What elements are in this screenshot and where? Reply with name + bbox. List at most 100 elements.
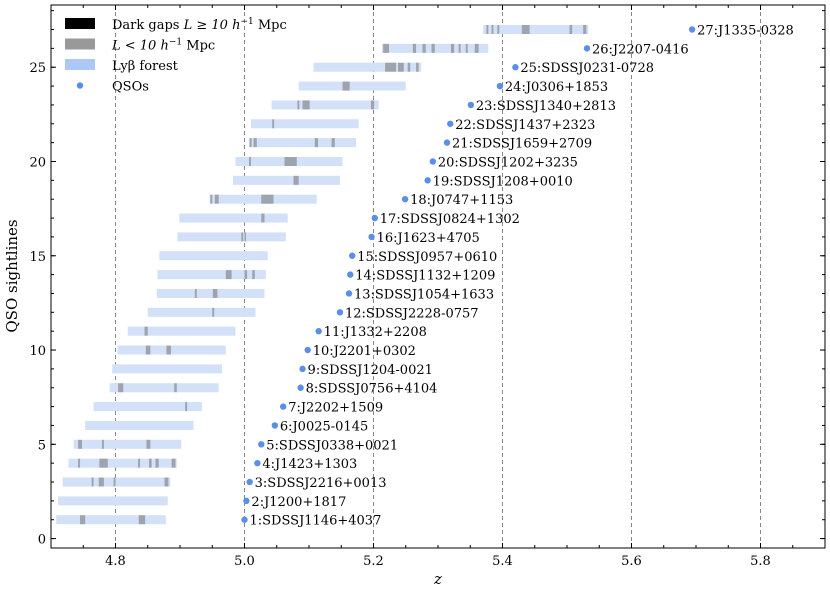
gap-bar [253, 138, 257, 148]
forest-bar [298, 81, 406, 91]
forest-bar [381, 43, 489, 53]
qso-point [583, 45, 591, 52]
qso-label: 10:J2201+0302 [313, 344, 416, 359]
gap-bar [225, 270, 232, 280]
forest-bar [249, 138, 357, 148]
legend-marker [76, 82, 84, 89]
y-tick-label: 25 [29, 61, 46, 76]
gap-bar [149, 458, 152, 468]
forest-bar [73, 439, 182, 449]
gap-bar [465, 43, 468, 53]
qso-point [447, 120, 454, 127]
qso-label: 19:SDSSJ1208+0010 [433, 174, 573, 189]
gap-bar [398, 62, 404, 72]
gap-bar [450, 43, 455, 53]
gap-bar [101, 439, 104, 449]
gap-bar [118, 383, 124, 393]
gap-bar [261, 213, 265, 223]
qso-label: 13:SDSSJ1054+1633 [354, 287, 494, 302]
forest-bar [232, 175, 340, 185]
qso-point [246, 478, 253, 486]
gap-bar [146, 439, 151, 449]
y-tick-label: 15 [29, 250, 46, 265]
gap-bar [407, 62, 411, 72]
qso-label: 26:J2207-0416 [592, 42, 689, 57]
forest-bar [85, 420, 194, 430]
forest-bar [93, 402, 202, 412]
gap-bar [521, 25, 530, 35]
forest-bar [68, 458, 177, 468]
gap-bar [145, 345, 151, 355]
legend-text-sup: −1 [169, 38, 182, 48]
qso-point [443, 139, 451, 146]
forest-bar [147, 307, 256, 317]
axis-ticks: 4.8 5.0 5.2 5.4 5.6 5.8 0 5 10 15 20 25 [29, 5, 826, 569]
forest-bar [156, 288, 265, 298]
qso-point [688, 26, 696, 33]
gap-bar [431, 43, 435, 53]
gap-bar [249, 138, 252, 148]
forest-bar [127, 326, 236, 336]
legend-label: Lyβ forest [112, 59, 179, 74]
gap-bar [155, 458, 159, 468]
forest-bars [56, 25, 589, 525]
gap-bar [583, 25, 587, 35]
qso-point [297, 384, 304, 391]
x-tick-label: 5.0 [234, 554, 255, 569]
qso-label: 14:SDSSJ1132+1209 [355, 269, 495, 284]
qso-point [336, 309, 344, 316]
gap-bar [138, 515, 146, 525]
qso-label: 6:J0025-0145 [280, 419, 368, 434]
gap-bar [422, 43, 426, 53]
gap-bar [302, 100, 310, 110]
qso-label: 24:J0306+1853 [505, 80, 608, 95]
gap-bar [174, 383, 177, 393]
qso-point [371, 214, 378, 222]
forest-bar [56, 515, 166, 525]
forest-bar [159, 251, 268, 261]
gap-bar [171, 458, 176, 468]
gap-bar [261, 194, 274, 204]
gap-bar [80, 515, 86, 525]
qso-points: 1:SDSSJ1146+4037 2:J1200+1817 3:SDSSJ2216+… [241, 24, 794, 529]
qso-label: 5:SDSSJ0338+0021 [266, 438, 398, 453]
forest-bar [483, 25, 589, 35]
qso-point [347, 271, 354, 278]
qso-label: 16:J1623+4705 [377, 231, 480, 246]
gap-bar [113, 477, 116, 487]
qso-label: 4:J1423+1303 [262, 457, 357, 472]
x-axis-label: z [433, 570, 442, 588]
gap-bar [272, 119, 275, 129]
y-tick-label: 0 [38, 533, 46, 548]
gap-bar [78, 439, 82, 449]
qso-point [315, 327, 322, 335]
qso-point [429, 158, 437, 165]
qso-point [271, 422, 279, 429]
gap-bar [314, 138, 319, 148]
qso-point [258, 441, 265, 448]
qso-point [241, 516, 248, 523]
forest-bar [313, 62, 422, 72]
gap-bar [569, 25, 573, 35]
gap-bar [185, 402, 188, 412]
legend-text-label: Lyβ forest [112, 59, 179, 74]
legend-text-math: L ≥ 10 h [179, 18, 240, 33]
legend-label: QSOs [112, 80, 149, 95]
y-axis-label: QSO sightlines [3, 219, 21, 332]
qso-label: 23:SDSSJ1340+2813 [476, 99, 616, 114]
qso-point [243, 497, 250, 505]
gap-bar [486, 25, 489, 35]
gap-bar [214, 194, 219, 204]
gap-bar [491, 25, 494, 35]
qso-label: 9:SDSSJ1204-0021 [308, 363, 433, 378]
qso-point [345, 290, 353, 297]
x-tick-label: 4.8 [105, 554, 126, 569]
legend-label: Dark gaps L ≥ 10 h−1 Mpc [112, 17, 287, 33]
qso-point [496, 82, 504, 90]
gap-bar [98, 477, 104, 487]
gap-bar [210, 194, 213, 204]
gap-bar [99, 458, 108, 468]
gap-bar [284, 156, 297, 166]
legend-text-label: QSOs [112, 80, 149, 95]
